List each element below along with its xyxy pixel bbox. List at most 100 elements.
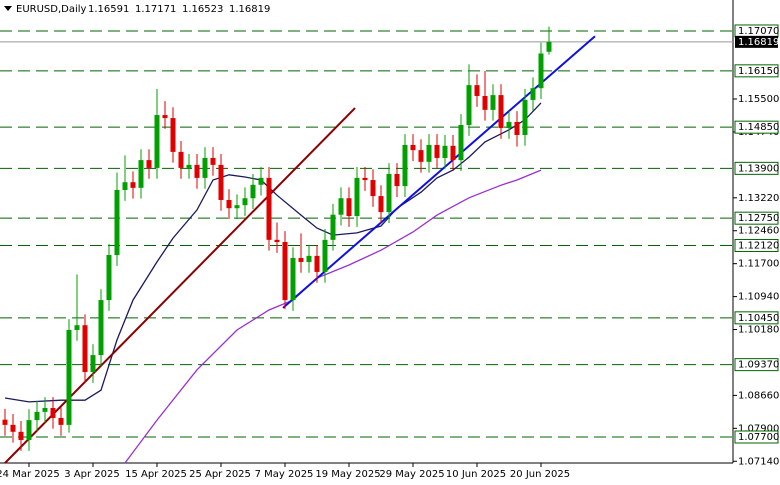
candle-body	[202, 157, 208, 178]
candle-body	[522, 99, 528, 135]
level-box	[734, 120, 779, 134]
y-tick-label: 1.10180	[738, 325, 779, 336]
candle-body	[378, 196, 384, 213]
candle-body	[58, 417, 64, 425]
candle-body	[490, 95, 496, 110]
level-label: 1.14850	[738, 122, 779, 133]
level-label: 1.13900	[738, 163, 779, 174]
candle-body	[466, 85, 472, 126]
y-tick-label: 1.13220	[738, 193, 779, 204]
candle-body	[42, 407, 48, 412]
x-tick-label: 7 May 2025	[255, 469, 314, 480]
candle-body	[266, 177, 272, 240]
y-tick-label: 1.07140	[738, 456, 779, 467]
chart-title: EURUSD,Daily	[16, 4, 87, 15]
candle-body	[122, 182, 128, 191]
y-tick-label: 1.15500	[738, 94, 779, 105]
x-tick-label: 3 Apr 2025	[64, 469, 119, 480]
candle-body	[82, 325, 88, 373]
level-box	[734, 311, 779, 325]
level-label: 1.09370	[738, 360, 779, 371]
candle-body	[410, 144, 416, 151]
candle-body	[114, 190, 120, 256]
candle-body	[418, 150, 424, 162]
header-ohlc: 1.17171	[135, 4, 176, 15]
level-box	[734, 238, 779, 252]
candle-body	[194, 164, 200, 178]
x-tick-label: 19 May 2025	[315, 469, 380, 480]
level-label: 1.07700	[738, 432, 779, 443]
candle-body	[218, 164, 224, 200]
level-box	[734, 64, 779, 78]
candle-body	[274, 239, 280, 243]
candle-body	[298, 258, 304, 262]
candle-body	[322, 239, 328, 272]
candle-body	[138, 160, 144, 188]
level-box	[734, 358, 779, 372]
candle-body	[34, 411, 40, 421]
level-label: 1.12750	[738, 213, 779, 224]
candle-body	[530, 88, 536, 100]
candle-body	[330, 214, 336, 240]
candle-body	[106, 255, 112, 301]
candle-body	[426, 144, 432, 162]
level-box	[734, 211, 779, 225]
candle-body	[314, 255, 320, 272]
candle-body	[66, 329, 72, 425]
candle-body	[162, 115, 168, 119]
level-label: 1.12120	[738, 240, 779, 251]
candle-body	[186, 164, 192, 168]
candle-body	[482, 95, 488, 110]
last-price-box	[735, 35, 778, 48]
candle-body	[370, 180, 376, 197]
candle-body	[10, 424, 16, 432]
candle-body	[90, 355, 96, 373]
candle-body	[170, 118, 176, 152]
candle-body	[258, 177, 264, 185]
level-box	[734, 161, 779, 175]
candle-body	[514, 121, 520, 135]
candle-body	[226, 199, 232, 209]
candle-body	[250, 184, 256, 199]
line-series	[4, 107, 356, 464]
candle-body	[434, 144, 440, 158]
header-ohlc: 1.16523	[182, 4, 223, 15]
candle-body	[98, 300, 104, 356]
candle-body	[154, 115, 160, 168]
candle-body	[242, 198, 248, 206]
header-ohlc: 1.16591	[88, 4, 129, 15]
y-tick-label: 1.08660	[738, 390, 779, 401]
candle-body	[442, 145, 448, 158]
y-tick-label: 1.07900	[738, 423, 779, 434]
candle-body	[146, 160, 152, 168]
candle-body	[306, 255, 312, 262]
candle-body	[354, 177, 360, 217]
candle-body	[26, 420, 32, 441]
x-tick-label: 29 May 2025	[379, 469, 444, 480]
line-series	[124, 169, 542, 464]
level-label: 1.10450	[738, 313, 779, 324]
y-tick-label: 1.11700	[738, 259, 779, 270]
candle-body	[346, 198, 352, 217]
candle-body	[538, 53, 544, 89]
candle-body	[362, 177, 368, 181]
last-price-label: 1.16819	[738, 37, 779, 48]
candle-body	[234, 205, 240, 209]
candle-body	[458, 125, 464, 161]
collapse-icon	[4, 6, 12, 11]
level-box	[734, 430, 779, 444]
candle-body	[338, 198, 344, 215]
x-tick-label: 15 Apr 2025	[125, 469, 187, 480]
x-tick-label: 24 Mar 2025	[0, 469, 60, 480]
y-tick-label: 1.12460	[738, 226, 779, 237]
candle-body	[74, 325, 80, 330]
candle-body	[402, 144, 408, 187]
candle-body	[394, 173, 400, 187]
candle-body	[282, 242, 288, 301]
candle-body	[386, 173, 392, 213]
line-series	[4, 102, 542, 403]
x-tick-label: 25 Apr 2025	[189, 469, 251, 480]
candle-body	[290, 258, 296, 301]
